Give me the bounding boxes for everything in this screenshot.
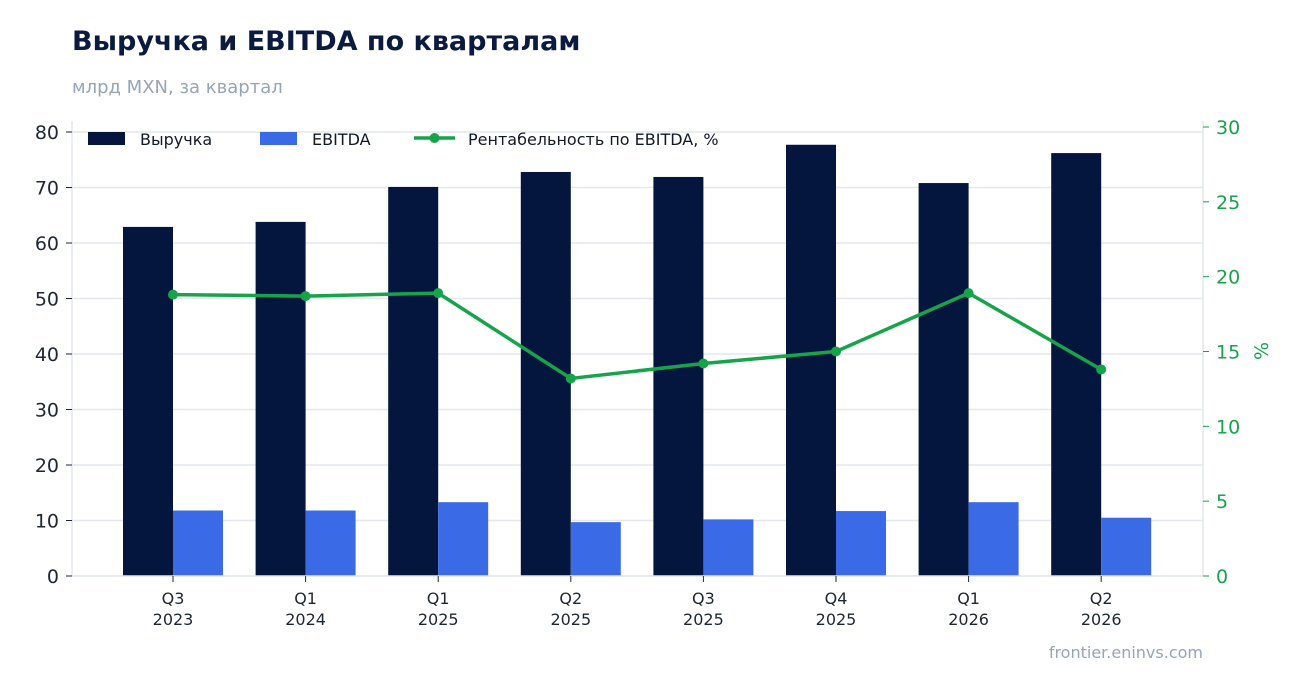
x-tick-label: 2025: [550, 610, 591, 629]
left-tick-label: 0: [47, 566, 59, 588]
x-tick-label: Q2: [1090, 589, 1113, 608]
ebitda-margin-point: [565, 373, 576, 384]
ebitda-bar: [968, 502, 1019, 576]
x-tick-label: Q3: [692, 589, 715, 608]
ebitda-bar: [836, 511, 886, 576]
left-tick-label: 40: [35, 344, 59, 366]
right-tick-label: 5: [1216, 491, 1228, 513]
right-tick-label: 0: [1216, 566, 1228, 588]
revenue-bar: [123, 226, 173, 576]
x-tick-label: Q3: [162, 589, 185, 608]
ebitda-margin-point: [963, 288, 974, 299]
chart-subtitle: млрд MXN, за квартал: [72, 77, 283, 98]
ebitda-bar: [703, 519, 754, 576]
revenue-bar: [653, 176, 704, 576]
ebitda-bar: [438, 502, 489, 576]
x-tick-label: 2026: [948, 610, 989, 629]
legend-marker-margin: [429, 133, 440, 143]
right-tick-label: 25: [1216, 192, 1240, 214]
x-tick-label: 2026: [1081, 610, 1122, 629]
ebitda-bar: [173, 510, 223, 576]
x-tick-label: 2023: [153, 610, 194, 629]
x-tick-label: 2025: [816, 610, 857, 629]
right-tick-label: 30: [1216, 117, 1240, 139]
left-tick-label: 20: [35, 455, 59, 477]
right-tick-label: 15: [1216, 342, 1240, 364]
ebitda-bar: [1101, 517, 1152, 576]
left-tick-label: 70: [35, 178, 59, 200]
revenue-bar: [786, 144, 836, 576]
source-label: frontier.eninvs.com: [1048, 643, 1203, 662]
left-tick-label: 50: [35, 289, 59, 311]
right-tick-label: 10: [1216, 416, 1240, 438]
ebitda-bar: [570, 522, 621, 576]
left-tick-label: 60: [35, 233, 59, 255]
chart-title: Выручка и EBITDA по кварталам: [72, 26, 581, 57]
legend-label-margin: Рентабельность по EBITDA, %: [468, 130, 719, 149]
legend-label-ebitda: EBITDA: [312, 130, 371, 149]
ebitda-margin-point: [300, 291, 311, 302]
ebitda-margin-point: [698, 358, 709, 369]
revenue-bar: [388, 186, 439, 576]
ebitda-margin-line: [172, 291, 1103, 381]
legend-label-revenue: Выручка: [140, 130, 212, 149]
revenue-bar: [918, 183, 969, 576]
right-tick-label: 20: [1216, 267, 1240, 289]
x-tick-label: Q4: [825, 589, 848, 608]
x-tick-label: 2025: [683, 610, 724, 629]
x-tick-label: Q2: [559, 589, 582, 608]
left-tick-label: 10: [35, 511, 59, 533]
x-tick-label: Q1: [957, 589, 980, 608]
x-tick-label: 2025: [418, 610, 459, 629]
ebitda-margin-point: [168, 289, 178, 300]
ebitda-margin-point: [831, 346, 841, 357]
x-tick-label: Q1: [427, 589, 450, 608]
ebitda-margin-point: [433, 288, 444, 299]
revenue-bar: [255, 221, 306, 576]
x-tick-label: 2024: [285, 610, 326, 629]
x-tick-label: Q1: [294, 589, 317, 608]
legend-swatch-ebitda: [260, 132, 297, 145]
ebitda-bar: [305, 510, 356, 576]
left-tick-label: 80: [35, 122, 59, 144]
legend-swatch-revenue: [88, 132, 125, 145]
ebitda-margin-point: [1096, 364, 1107, 375]
left-tick-label: 30: [35, 400, 59, 422]
right-axis-label: %: [1251, 342, 1273, 360]
